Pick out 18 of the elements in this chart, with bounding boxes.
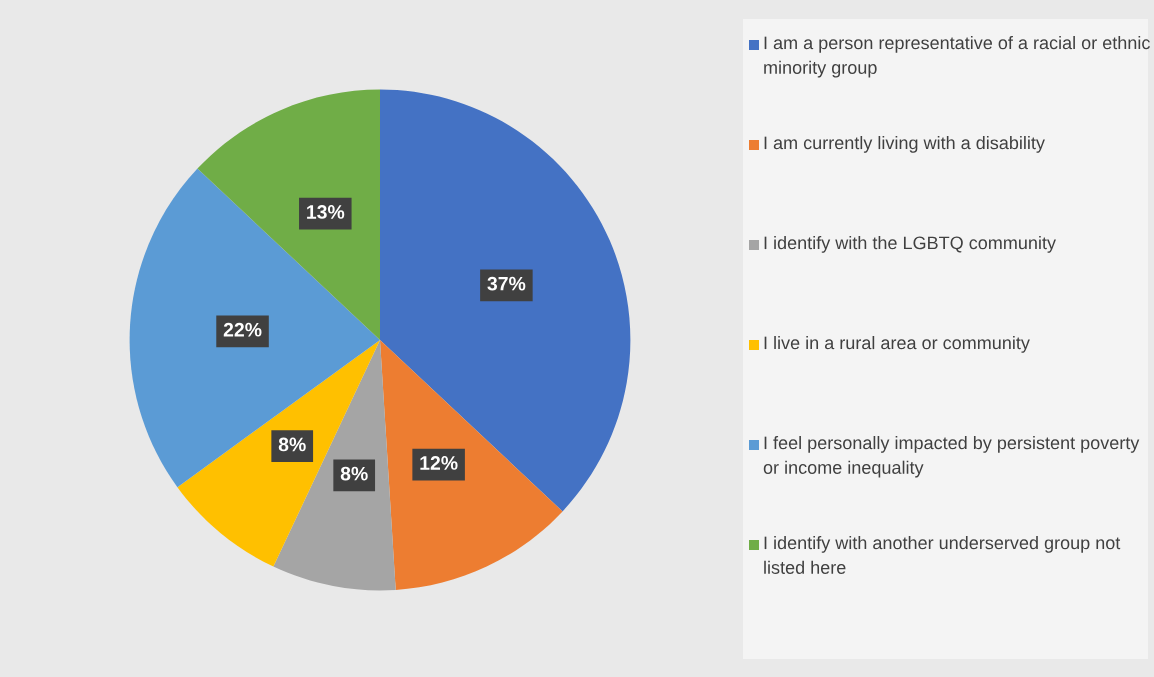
legend-label: I identify with the LGBTQ community [764, 236, 1056, 253]
data-label: 8% [340, 466, 368, 481]
pie-slice [177, 340, 380, 567]
data-label: 12% [420, 456, 458, 470]
data-label: 13% [307, 205, 345, 219]
legend-label: I am currently living with a disability [764, 136, 1045, 153]
pie-slice [197, 89, 380, 340]
pie-slice [380, 340, 563, 590]
pie-slice [273, 340, 396, 591]
legend-label: I identify with another underserved group not listed here [764, 536, 1121, 574]
legend-label: I am a person representative of a racial or ethnic minority group [764, 36, 1150, 78]
pie-slice [380, 89, 631, 512]
data-label: 37% [487, 276, 526, 291]
data-label: 8% [278, 437, 306, 452]
data-label: 22% [223, 322, 262, 337]
pie-slice [129, 168, 380, 488]
legend-label: I feel personally impacted by persistent poverty or income inequality [763, 436, 1140, 478]
legend-label: I live in a rural area or community [764, 336, 1030, 353]
